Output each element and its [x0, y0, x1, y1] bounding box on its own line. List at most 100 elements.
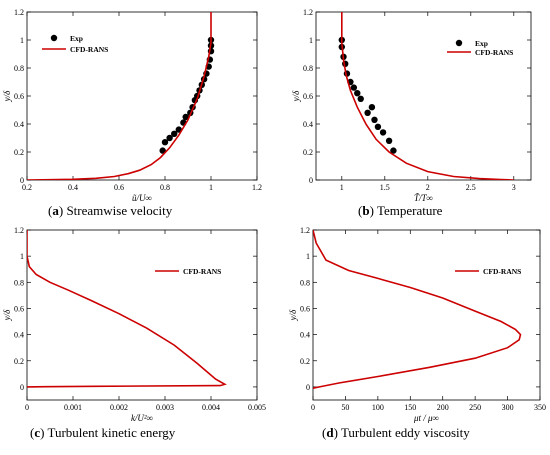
- series-line-cfd-rans: [27, 230, 227, 388]
- y-tick-label: 0: [309, 176, 313, 185]
- y-tick-label: 0: [306, 383, 310, 392]
- y-tick-label: 0.6: [303, 92, 313, 101]
- data-point-exp: [390, 147, 397, 154]
- y-tick-label: 0.6: [14, 92, 24, 101]
- series-line-cfd-rans: [27, 12, 212, 180]
- y-tick-label: 0.6: [14, 304, 24, 313]
- data-point-exp: [357, 95, 364, 103]
- caption-c: (c) Turbulent kinetic energy: [30, 425, 176, 440]
- legend-label: CFD-RANS: [70, 45, 108, 54]
- x-tick-label: 3: [512, 183, 516, 192]
- series-line-cfd-rans: [313, 230, 522, 389]
- y-tick-label: 0.6: [300, 304, 310, 313]
- data-point-exp: [368, 104, 376, 111]
- caption-a: (a) Streamwise velocity: [48, 203, 173, 218]
- x-tick-label: 200: [437, 403, 449, 412]
- legend-label: CFD-RANS: [475, 48, 513, 57]
- data-point-exp: [371, 116, 378, 124]
- y-tick-label: 0.4: [300, 331, 310, 340]
- y-tick-label: 0.2: [303, 148, 313, 157]
- data-layer: [313, 230, 522, 389]
- x-tick-label: 0.8: [160, 183, 170, 192]
- x-tick-label: 0.002: [110, 403, 128, 412]
- x-axis-label: ũ/U∞: [132, 193, 152, 203]
- y-tick-label: 1: [306, 252, 310, 261]
- x-tick-label: 0.4: [68, 183, 78, 192]
- data-point-exp: [182, 113, 189, 121]
- data-point-exp: [354, 90, 361, 97]
- x-tick-label: 300: [502, 403, 514, 412]
- y-tick-label: 1.2: [14, 226, 24, 235]
- data-point-exp: [374, 123, 382, 130]
- y-tick-label: 0.8: [14, 64, 24, 73]
- legend-label: Exp: [475, 39, 488, 48]
- y-tick-label: 0.4: [303, 120, 313, 129]
- y-tick-label: 0.8: [303, 64, 313, 73]
- y-tick-label: 1: [20, 36, 24, 45]
- x-tick-label: 150: [404, 403, 416, 412]
- legend-marker-exp: [50, 34, 58, 42]
- chart-a: 0.2 0.4 0.6 0.8 1 1.200.20.40.60.811.2ũ/U∞y/δ…: [2, 8, 262, 203]
- plot-frame: [312, 229, 541, 401]
- chart-d: 0 50 100 150 200 250 300 350 0 0.2 0.4 0.6 0.8 1 1.2 μt…: [288, 226, 546, 423]
- x-tick-label: 50: [341, 403, 349, 412]
- data-point-exp: [166, 134, 173, 142]
- y-tick-label: 1: [309, 36, 313, 45]
- chart-c: 0 0.001 0.002 0.003 0.004 0.005 0 0.2 0.4 0.6 0.8 1…: [2, 226, 266, 423]
- y-axis-label: y/δ: [2, 90, 12, 102]
- x-axis-label: T̃/T∞: [414, 193, 433, 203]
- x-tick-label: 0.004: [202, 403, 220, 412]
- plot-frame: [26, 11, 258, 181]
- y-tick-label: 0.4: [14, 331, 24, 340]
- data-point-exp: [159, 147, 166, 154]
- x-tick-label: 2: [426, 183, 430, 192]
- data-point-exp: [379, 129, 387, 136]
- x-tick-label: 0.003: [156, 403, 174, 412]
- x-tick-label: 0.001: [64, 403, 82, 412]
- y-tick-label: 1: [20, 252, 24, 261]
- chart-b: 1 1.5 2 2.5 3 0 0.2 0.4 0.6 0.8 1 1.2 T̃/T∞ y/δ ExpCFD…: [291, 8, 532, 203]
- caption-d: (d) Turbulent eddy viscosity: [322, 425, 470, 440]
- y-tick-label: 0: [20, 383, 24, 392]
- x-tick-label: 350: [534, 403, 546, 412]
- plot-frame: [26, 229, 258, 401]
- y-axis-label: y/δ: [2, 309, 12, 321]
- data-point-exp: [364, 109, 371, 117]
- y-tick-label: 0.8: [300, 278, 310, 287]
- caption-b: (b) Temperature: [358, 203, 443, 218]
- legend-label: Exp: [70, 34, 83, 43]
- y-tick-label: 0.4: [14, 120, 24, 129]
- y-tick-label: 1.2: [14, 8, 24, 17]
- y-tick-label: 1.2: [300, 226, 310, 235]
- series-line-cfd-rans: [340, 12, 514, 180]
- x-tick-label: 0: [25, 403, 29, 412]
- x-tick-label: 0.6: [114, 183, 124, 192]
- x-tick-label: 250: [469, 403, 481, 412]
- data-layer: [338, 12, 514, 180]
- data-layer: [27, 12, 215, 180]
- data-point-exp: [171, 130, 178, 137]
- x-tick-label: 0.2: [22, 183, 32, 192]
- y-tick-label: 0.8: [14, 278, 24, 287]
- data-point-exp: [350, 84, 358, 91]
- legend-label: CFD-RANS: [183, 267, 221, 276]
- data-point-exp: [385, 137, 393, 144]
- x-tick-label: 1.2: [252, 183, 262, 192]
- y-tick-label: 0.2: [14, 357, 24, 366]
- y-axis-label: y/δ: [288, 309, 298, 321]
- x-tick-label: 0: [311, 403, 315, 412]
- x-tick-label: 2.5: [466, 183, 476, 192]
- y-tick-label: 0: [20, 176, 24, 185]
- x-axis-label: k/U²∞: [131, 413, 153, 423]
- data-layer: [27, 230, 227, 388]
- plot-frame: [315, 11, 532, 181]
- x-tick-label: 0.005: [248, 403, 266, 412]
- x-tick-label: 1: [209, 183, 213, 192]
- x-tick-label: 1.5: [380, 183, 390, 192]
- x-axis-label: μt / μ∞: [413, 413, 439, 423]
- legend-marker-exp: [455, 39, 463, 47]
- y-tick-label: 0.2: [14, 148, 24, 157]
- data-point-exp: [161, 139, 169, 146]
